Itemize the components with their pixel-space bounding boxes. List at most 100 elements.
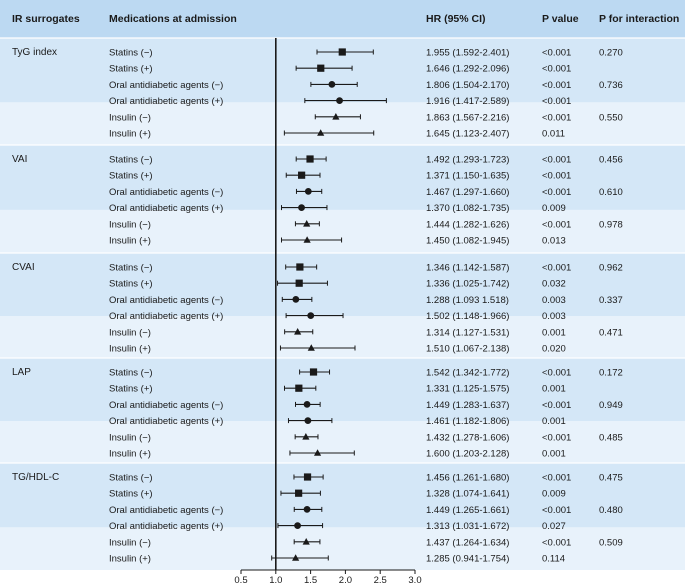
point-triangle xyxy=(317,129,325,136)
point-circle xyxy=(303,401,311,408)
point-circle xyxy=(307,312,315,319)
hr-value: 1.916 (1.417-2.589) xyxy=(426,96,509,107)
row-label: Statins (+) xyxy=(109,279,153,290)
tick-label: 2.5 xyxy=(374,575,387,585)
tick-label: 2.0 xyxy=(339,575,352,585)
p-value: <0.001 xyxy=(542,219,571,230)
hr-value: 1.328 (1.074-1.641) xyxy=(426,489,509,500)
row-label: Insulin (+) xyxy=(109,129,151,140)
p-interaction: 0.550 xyxy=(599,112,623,123)
group-label: TG/HDL-C xyxy=(12,472,59,483)
hr-value: 1.450 (1.082-1.945) xyxy=(426,236,509,247)
row-label: Statins (+) xyxy=(109,171,153,182)
group-label: LAP xyxy=(12,367,31,378)
point-square xyxy=(309,368,318,376)
hr-value: 1.336 (1.025-1.742) xyxy=(426,279,509,290)
point-circle xyxy=(328,81,336,88)
row-label: Insulin (+) xyxy=(109,449,151,460)
point-square xyxy=(296,263,304,271)
row-label: Insulin (+) xyxy=(109,344,151,355)
point-triangle xyxy=(294,328,302,335)
row-label: Statins (−) xyxy=(109,473,153,484)
point-triangle xyxy=(307,344,315,351)
hr-value: 1.449 (1.283-1.637) xyxy=(426,400,509,411)
p-value: 0.020 xyxy=(542,344,566,355)
p-value: <0.001 xyxy=(542,48,571,59)
tick-label: 1.5 xyxy=(304,575,317,585)
p-value: 0.027 xyxy=(542,521,566,532)
point-square xyxy=(298,171,306,179)
header-medication: Medications at admission xyxy=(109,13,237,25)
p-value: 0.003 xyxy=(542,311,566,322)
row-label: Insulin (−) xyxy=(109,327,151,338)
group-band-upper xyxy=(0,358,685,421)
hr-value: 1.502 (1.148-1.966) xyxy=(426,311,509,322)
p-interaction: 0.475 xyxy=(599,473,623,484)
row-label: Oral antidiabetic agents (−) xyxy=(109,505,223,516)
p-value: <0.001 xyxy=(542,171,571,182)
row-label: Insulin (−) xyxy=(109,432,151,443)
point-square xyxy=(338,48,346,56)
p-value: 0.114 xyxy=(542,554,565,565)
x-axis: 0.5 1.0 1.5 2.0 2.5 3.0 xyxy=(234,38,422,585)
p-value: 0.001 xyxy=(542,384,566,395)
p-value: 0.013 xyxy=(542,236,566,247)
point-square xyxy=(295,489,303,497)
p-value: 0.001 xyxy=(542,449,566,460)
p-value: 0.001 xyxy=(542,327,566,338)
row-label: Insulin (−) xyxy=(109,112,151,123)
hr-value: 1.437 (1.264-1.634) xyxy=(426,537,509,548)
hr-value: 1.449 (1.265-1.661) xyxy=(426,505,509,516)
point-triangle xyxy=(292,554,300,561)
hr-value: 1.510 (1.067-2.138) xyxy=(426,344,509,355)
p-value: <0.001 xyxy=(542,473,571,484)
hr-value: 1.285 (0.941-1.754) xyxy=(426,554,509,565)
p-value: <0.001 xyxy=(542,537,571,548)
row-label: Statins (−) xyxy=(109,368,153,379)
point-triangle xyxy=(302,538,310,545)
row-label: Oral antidiabetic agents (+) xyxy=(109,521,223,532)
hr-value: 1.542 (1.342-1.772) xyxy=(426,368,509,379)
p-interaction: 0.485 xyxy=(599,432,623,443)
p-value: <0.001 xyxy=(542,432,571,443)
p-value: <0.001 xyxy=(542,112,571,123)
point-circle xyxy=(298,204,305,212)
p-value: <0.001 xyxy=(542,155,571,166)
point-circle xyxy=(292,296,300,303)
p-interaction: 0.509 xyxy=(599,537,623,548)
hr-value: 1.288 (1.093 1.518) xyxy=(426,295,509,306)
point-square xyxy=(317,64,325,72)
row-label: Oral antidiabetic agents (+) xyxy=(109,203,223,214)
row-label: Oral antidiabetic agents (+) xyxy=(109,311,223,322)
hr-value: 1.645 (1.123-2.407) xyxy=(426,129,509,140)
tick-label: 1.0 xyxy=(269,575,282,585)
point-triangle xyxy=(332,113,340,120)
p-value: <0.001 xyxy=(542,263,571,274)
row-label: Oral antidiabetic agents (+) xyxy=(109,96,223,107)
header-p-value: P value xyxy=(542,13,579,25)
row-label: Statins (+) xyxy=(109,489,153,500)
row-label: Oral antidiabetic agents (−) xyxy=(109,80,223,91)
hr-value: 1.467 (1.297-1.660) xyxy=(426,187,509,198)
group-label: CVAI xyxy=(12,262,35,273)
p-interaction: 0.337 xyxy=(599,295,623,306)
row-label: Insulin (−) xyxy=(109,537,151,548)
header-hr: HR (95% CI) xyxy=(426,13,486,25)
row-label: Statins (−) xyxy=(109,155,153,166)
point-square xyxy=(295,279,303,287)
row-label: Oral antidiabetic agents (−) xyxy=(109,295,223,306)
p-value: <0.001 xyxy=(542,64,571,75)
hr-value: 1.331 (1.125-1.575) xyxy=(426,384,509,395)
group-band-upper xyxy=(0,38,685,103)
p-interaction: 0.172 xyxy=(599,368,623,379)
p-value: 0.009 xyxy=(542,203,566,214)
p-interaction: 0.978 xyxy=(599,219,623,230)
row-label: Insulin (−) xyxy=(109,219,151,230)
hr-value: 1.432 (1.278-1.606) xyxy=(426,432,509,443)
row-label: Statins (+) xyxy=(109,64,153,75)
hr-value: 1.806 (1.504-2.170) xyxy=(426,80,509,91)
point-circle xyxy=(303,506,311,513)
point-triangle xyxy=(303,220,311,227)
hr-value: 1.955 (1.592-2.401) xyxy=(426,48,509,59)
p-value: <0.001 xyxy=(542,80,571,91)
